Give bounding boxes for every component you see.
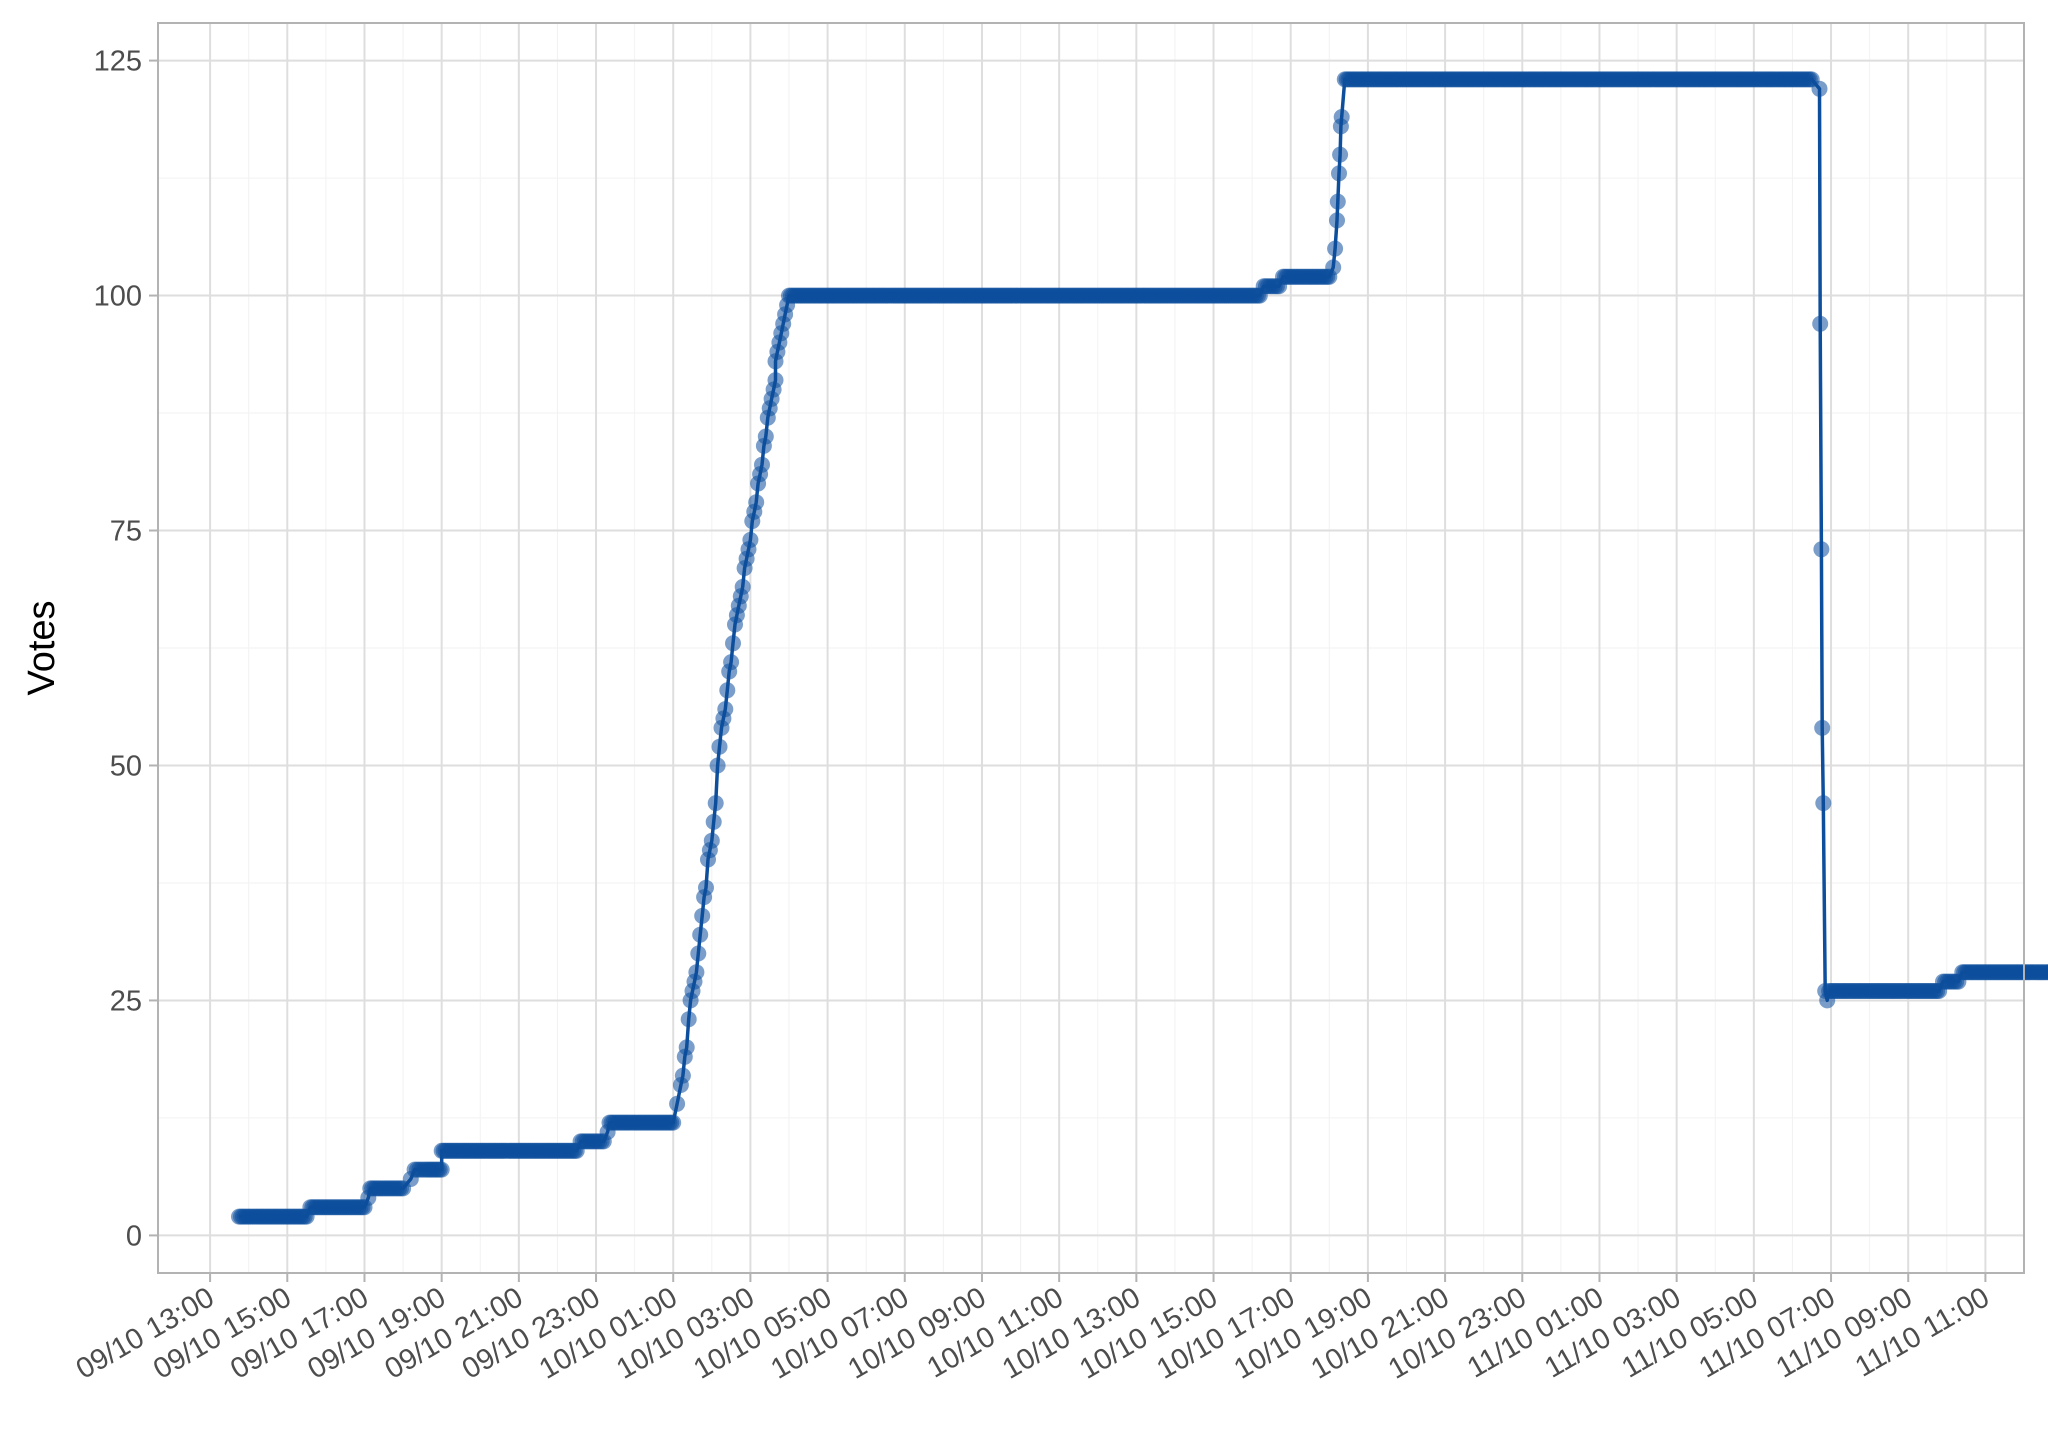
data-point	[665, 1114, 682, 1131]
data-point	[1329, 193, 1346, 210]
y-tick-label: 125	[94, 46, 142, 78]
data-point	[723, 654, 740, 671]
data-point	[1332, 146, 1349, 163]
data-point	[703, 832, 720, 849]
data-point	[1811, 80, 1828, 97]
data-point	[1325, 259, 1342, 276]
data-point	[1814, 719, 1831, 736]
data-point	[698, 879, 714, 896]
data-point	[674, 1067, 691, 1084]
data-point	[717, 701, 734, 718]
data-point	[748, 494, 765, 511]
data-point	[690, 945, 707, 962]
data-point	[1327, 240, 1344, 257]
data-point	[754, 456, 770, 473]
data-point	[669, 1095, 686, 1112]
data-point	[1329, 212, 1345, 229]
data-point	[742, 531, 759, 548]
y-axis: 0 25 50 75 100 125	[94, 46, 158, 1252]
data-point	[719, 682, 736, 699]
data-point	[725, 635, 741, 652]
data-point	[1815, 795, 1832, 812]
data-point	[688, 964, 705, 981]
data-point	[734, 578, 751, 595]
data-point	[757, 428, 774, 445]
data-point	[1812, 315, 1829, 332]
series-layer	[231, 71, 2048, 1225]
y-tick-label: 100	[94, 281, 142, 313]
data-point	[1333, 109, 1350, 125]
y-tick-label: 50	[110, 750, 142, 782]
data-point	[433, 1161, 450, 1178]
data-point	[680, 1011, 697, 1028]
plot-border	[157, 22, 2025, 1274]
data-point	[705, 813, 722, 830]
data-point	[692, 926, 709, 943]
major-gridlines	[158, 23, 2024, 1273]
data-point	[709, 757, 726, 774]
data-point	[2044, 965, 2048, 979]
data-point	[711, 738, 728, 755]
y-axis-title: Votes	[21, 600, 63, 695]
minor-gridlines	[158, 23, 2024, 1273]
data-point	[707, 795, 724, 812]
data-point	[1813, 541, 1830, 558]
data-point	[694, 907, 711, 924]
y-tick-label: 25	[110, 985, 142, 1017]
data-point	[678, 1039, 695, 1056]
y-tick-label: 75	[110, 516, 142, 548]
data-point	[767, 372, 784, 389]
data-point	[1331, 165, 1347, 182]
y-tick-label: 0	[126, 1220, 142, 1252]
